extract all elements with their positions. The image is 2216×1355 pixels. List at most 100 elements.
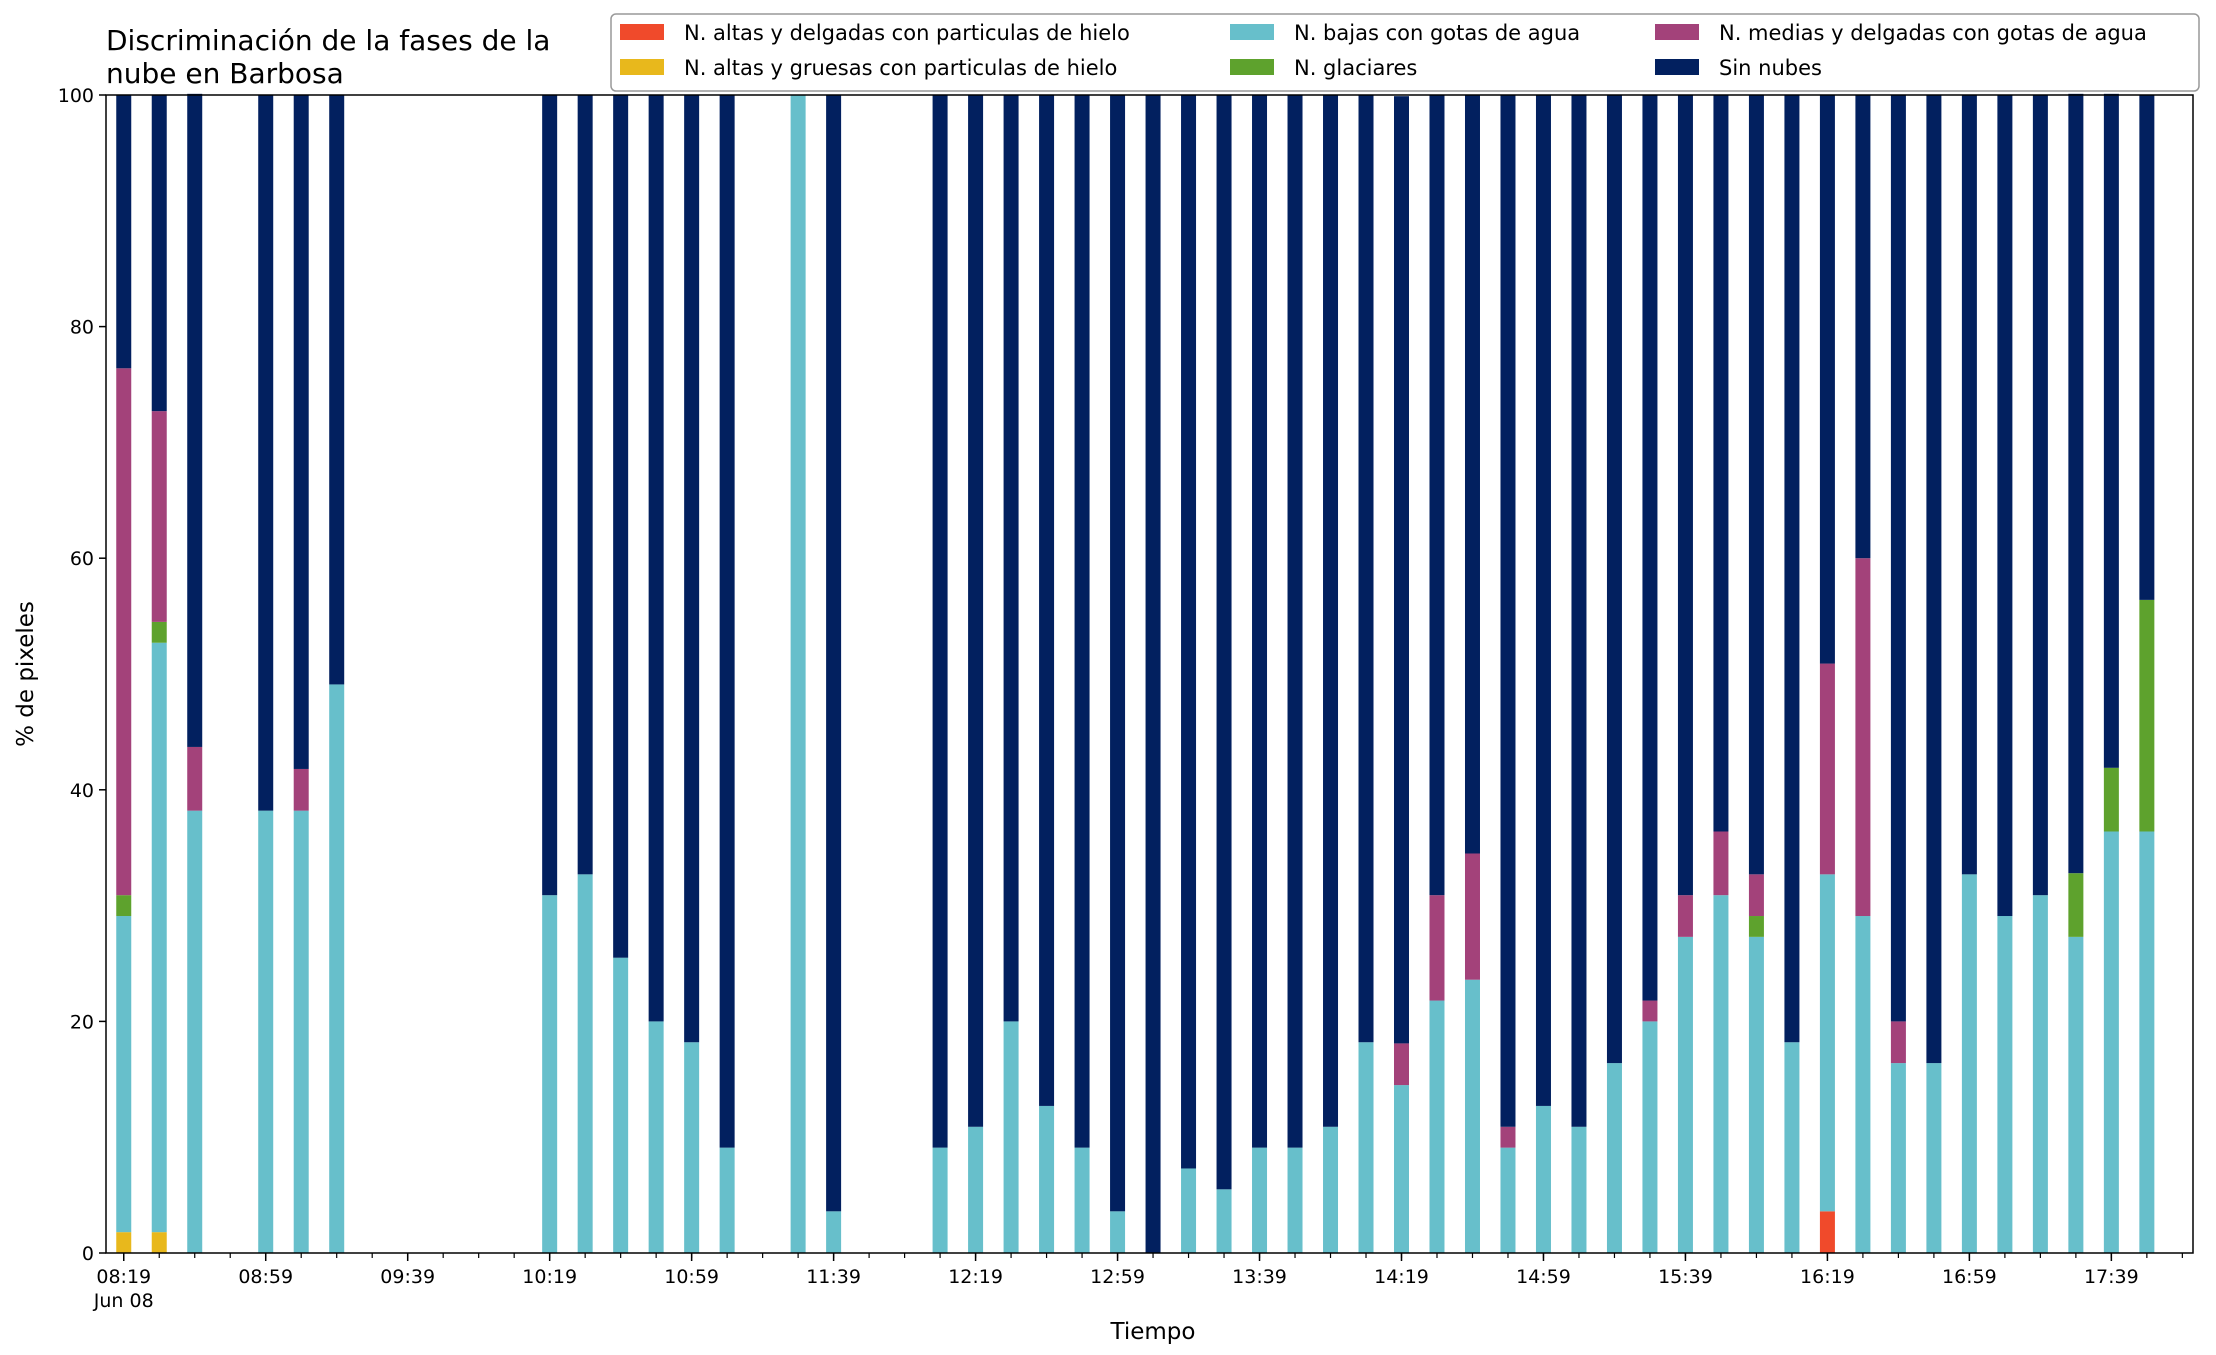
bar-segment-series-2 xyxy=(1252,1147,1268,1253)
legend-item: Sin nubes xyxy=(1655,56,1822,80)
bar-segment-series-2 xyxy=(932,1147,948,1253)
bar-stack-1459 xyxy=(1535,95,1551,1253)
x-tick-label: 16:59 xyxy=(1942,1266,1997,1288)
bar-segment-series-2 xyxy=(1571,1126,1587,1253)
bar-segment-series-1 xyxy=(116,1232,132,1253)
bar-segment-series-4 xyxy=(1429,895,1445,1001)
bar-stack-1319 xyxy=(1181,95,1197,1253)
bar-segment-series-4 xyxy=(1855,558,1871,917)
bar-segment-series-2 xyxy=(1961,874,1977,1253)
bar-stack-1229 xyxy=(1003,95,1019,1253)
x-tick-label: 17:39 xyxy=(2084,1266,2139,1288)
bar-segment-series-2 xyxy=(613,957,629,1253)
bar-stack-1419 xyxy=(1394,96,1409,1253)
bar-stack-0829 xyxy=(151,95,167,1253)
legend-swatch xyxy=(620,24,664,40)
bar-segment-series-2 xyxy=(1216,1189,1232,1253)
bar-segment-series-4 xyxy=(1713,831,1729,896)
y-tick-label: 100 xyxy=(58,85,94,107)
legend-item: N. medias y delgadas con gotas de agua xyxy=(1655,21,2147,45)
x-tick-label: 14:19 xyxy=(1374,1266,1429,1288)
x-tick-label: 12:59 xyxy=(1090,1266,1145,1288)
bar-segment-series-3 xyxy=(1748,916,1764,937)
bar-segment-series-5 xyxy=(1287,95,1303,1148)
bar-segment-series-5 xyxy=(1606,95,1622,1064)
bar-segment-series-2 xyxy=(1784,1042,1800,1253)
bar-stack-1439 xyxy=(1464,95,1480,1253)
bar-segment-series-2 xyxy=(187,810,203,1253)
bar-segment-series-5 xyxy=(1535,95,1551,1106)
x-tick-label: 16:19 xyxy=(1800,1266,1855,1288)
bar-stacks xyxy=(116,93,2155,1253)
bar-stack-1549 xyxy=(1713,95,1729,1253)
bar-stack-0919 xyxy=(329,95,345,1253)
bar-segment-series-5 xyxy=(648,95,664,1022)
legend-label: N. glaciares xyxy=(1294,56,1417,80)
y-axis-label: % de pixeles xyxy=(13,601,39,747)
bar-stack-1519 xyxy=(1606,95,1622,1253)
bar-segment-series-2 xyxy=(1464,979,1480,1253)
bar-segment-series-5 xyxy=(1713,95,1729,832)
bar-stack-1749 xyxy=(2139,95,2155,1253)
bar-segment-series-5 xyxy=(1819,95,1835,664)
bar-segment-series-2 xyxy=(968,1126,984,1253)
legend-swatch xyxy=(1230,24,1274,40)
bar-segment-series-3 xyxy=(2103,767,2119,832)
bar-segment-series-5 xyxy=(1677,95,1693,896)
bar-segment-series-3 xyxy=(151,621,167,643)
bar-segment-series-2 xyxy=(1926,1063,1942,1253)
bar-segment-series-5 xyxy=(932,95,948,1148)
bar-segment-series-5 xyxy=(1358,95,1374,1043)
legend-swatch xyxy=(1655,59,1699,75)
bar-segment-series-3 xyxy=(2068,873,2084,937)
bar-segment-series-2 xyxy=(1855,916,1871,1253)
bar-segment-series-5 xyxy=(577,95,593,875)
bar-stack-1309 xyxy=(1145,95,1161,1253)
bar-segment-series-2 xyxy=(1003,1021,1019,1253)
bar-stack-1629 xyxy=(1855,95,1871,1253)
bar-segment-series-3 xyxy=(2139,599,2155,832)
y-axis: 0 20 40 60 80 100 xyxy=(58,85,106,1265)
bar-segment-series-5 xyxy=(1394,96,1409,1044)
bar-segment-series-5 xyxy=(719,95,735,1148)
bar-segment-series-2 xyxy=(1535,1105,1551,1253)
bar-segment-series-2 xyxy=(1997,916,2013,1253)
bar-segment-series-5 xyxy=(329,95,345,685)
bar-segment-series-3 xyxy=(116,895,132,917)
plot-area-frame xyxy=(105,94,2194,1254)
bar-segment-series-2 xyxy=(329,684,345,1253)
bar-segment-series-2 xyxy=(1819,874,1835,1212)
y-tick-label: 60 xyxy=(70,548,94,570)
legend-item: N. altas y gruesas con particulas de hie… xyxy=(620,56,1117,80)
bar-stack-1039 xyxy=(613,95,629,1253)
bar-segment-series-5 xyxy=(258,95,274,811)
bar-segment-series-4 xyxy=(1642,1000,1658,1022)
bar-segment-series-4 xyxy=(1748,874,1764,917)
bar-segment-series-4 xyxy=(1500,1126,1516,1148)
bar-segment-series-2 xyxy=(1287,1147,1303,1253)
bar-stack-1729 xyxy=(2068,93,2084,1253)
bar-stack-1509 xyxy=(1571,95,1587,1253)
bar-segment-series-5 xyxy=(1216,95,1232,1190)
bar-segment-series-4 xyxy=(151,411,167,622)
bar-segment-series-5 xyxy=(293,95,309,769)
bar-segment-series-4 xyxy=(1394,1043,1409,1086)
x-tick-label: 10:19 xyxy=(522,1266,577,1288)
bar-segment-series-5 xyxy=(1642,95,1658,1001)
bar-stack-1619 xyxy=(1819,95,1835,1253)
legend-label: N. bajas con gotas de agua xyxy=(1294,21,1580,45)
bar-stack-0839 xyxy=(187,93,203,1253)
bar-segment-series-2 xyxy=(116,916,132,1233)
bar-segment-series-4 xyxy=(1464,853,1480,980)
bar-stack-1129 xyxy=(790,95,806,1253)
bar-segment-series-5 xyxy=(1039,95,1055,1106)
legend-label: N. medias y delgadas con gotas de agua xyxy=(1719,21,2147,45)
bar-segment-series-5 xyxy=(826,95,842,1212)
legend-label: N. altas y delgadas con particulas de hi… xyxy=(684,21,1130,45)
bar-segment-series-5 xyxy=(1926,95,1942,1064)
bar-segment-series-2 xyxy=(151,642,167,1233)
legend-label: N. altas y gruesas con particulas de hie… xyxy=(684,56,1117,80)
bar-segment-series-2 xyxy=(293,810,309,1253)
legend-item: N. bajas con gotas de agua xyxy=(1230,21,1580,45)
bar-stack-0909 xyxy=(293,95,309,1253)
